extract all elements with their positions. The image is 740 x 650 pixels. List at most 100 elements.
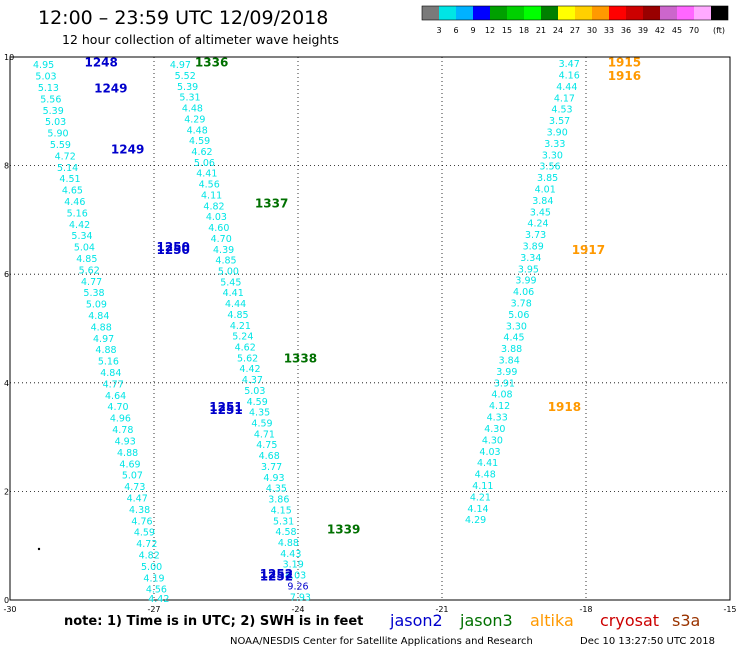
pass-label: 1250 <box>156 243 189 257</box>
data-point-label: 4.59 <box>251 419 272 430</box>
y-axis-ticks: 0 2 4 6 8 10 <box>4 53 14 605</box>
colorbar-label: 3 <box>436 26 441 35</box>
colorbar-label: 27 <box>570 26 580 35</box>
data-point-label: 4.03 <box>479 447 500 458</box>
colorbar-swatch <box>694 6 711 20</box>
data-point-label: 3.30 <box>542 150 563 161</box>
data-point-label: 4.88 <box>95 345 116 356</box>
data-point-label: 4.43 <box>280 549 301 560</box>
data-point-label: 4.70 <box>211 234 232 245</box>
y-tick-label: 6 <box>4 270 9 279</box>
data-point-label: 4.38 <box>129 505 150 516</box>
colorbar-swatch <box>507 6 524 20</box>
stray-dot <box>37 547 41 551</box>
colorbar-swatch <box>524 6 541 20</box>
colorbar-swatch <box>473 6 490 20</box>
data-point-label: 4.84 <box>88 311 109 322</box>
data-point-label: 4.72 <box>55 151 76 162</box>
data-point-label: 3.99 <box>496 367 517 378</box>
data-point-label: 4.62 <box>191 147 212 158</box>
data-point-label: 4.39 <box>213 245 234 256</box>
data-point-label: 4.14 <box>467 504 488 515</box>
y-tick-label: 10 <box>4 53 14 62</box>
colorbar-label: 21 <box>536 26 546 35</box>
pass-label: 1250 <box>156 240 189 254</box>
data-point-label: 4.85 <box>215 256 236 267</box>
data-point-label: 3.84 <box>499 356 520 367</box>
pass-label: 1252 <box>260 570 293 584</box>
data-point-label: 5.56 <box>40 94 61 105</box>
data-point-label: 4.77 <box>81 277 102 288</box>
data-point-label: 4.17 <box>554 93 575 104</box>
colorbar-swatch <box>575 6 592 20</box>
x-tick-label: -27 <box>147 605 160 614</box>
chart-grid <box>10 57 730 600</box>
footer-timestamp: Dec 10 13:27:50 UTC 2018 <box>580 636 715 647</box>
data-point-label: 5.31 <box>179 93 200 104</box>
colorbar-label: 9 <box>470 26 475 35</box>
data-point-label: 5.39 <box>177 82 198 93</box>
pass-labels: 1248124912491250125012511251125212521336… <box>84 55 641 583</box>
pass-label: 1915 <box>608 55 641 69</box>
data-point-label: 4.16 <box>559 70 580 81</box>
data-point-label: 4.19 <box>143 573 164 584</box>
colorbar-label: 39 <box>638 26 648 35</box>
data-point-label: 4.65 <box>62 186 83 197</box>
data-point-label: 4.41 <box>196 169 217 180</box>
data-point-label: 4.15 <box>271 505 292 516</box>
colorbar-label: 70 <box>689 26 699 35</box>
data-point-label: 4.62 <box>235 343 256 354</box>
data-point-label: 4.56 <box>146 585 167 596</box>
y-tick-label: 4 <box>4 379 9 388</box>
data-point-label: 4.70 <box>107 402 128 413</box>
pass-label: 1249 <box>94 81 127 95</box>
colorbar-label: 33 <box>604 26 614 35</box>
data-point-label: 3.33 <box>544 139 565 150</box>
data-point-label: 4.56 <box>199 180 220 191</box>
colorbar-swatch <box>677 6 694 20</box>
x-tick-label: -15 <box>723 605 736 614</box>
data-point-label: 4.93 <box>263 473 284 484</box>
data-point-label: 4.48 <box>475 470 496 481</box>
data-point-label: 3.86 <box>268 495 289 506</box>
data-point-label: 4.48 <box>187 125 208 136</box>
data-point-label: 4.42 <box>239 364 260 375</box>
data-point-label: 4.24 <box>527 219 548 230</box>
y-tick-label: 8 <box>4 162 9 171</box>
pass-label: 1249 <box>111 142 144 156</box>
data-point-label: 5.07 <box>122 471 143 482</box>
data-point-label: 5.62 <box>237 353 258 364</box>
data-point-label: 5.03 <box>244 386 265 397</box>
data-point-label: 5.52 <box>175 71 196 82</box>
data-point-label: 5.14 <box>57 163 78 174</box>
data-point-label: 4.88 <box>117 448 138 459</box>
data-points: 4.955.035.135.565.395.035.905.594.725.14… <box>33 59 580 605</box>
pass-label: 1336 <box>195 55 228 69</box>
legend-altika: altika <box>530 611 574 630</box>
data-point-label: 4.21 <box>470 492 491 503</box>
data-point-label: 4.85 <box>227 310 248 321</box>
data-point-label: 4.44 <box>556 82 577 93</box>
data-point-label: 4.73 <box>124 482 145 493</box>
data-point-label: 3.19 <box>283 560 304 571</box>
colorbar-swatch <box>490 6 507 20</box>
data-point-label: 4.11 <box>201 190 222 201</box>
data-point-label: 4.88 <box>91 322 112 333</box>
data-point-label: 4.35 <box>249 408 270 419</box>
data-point-label: 4.59 <box>189 136 210 147</box>
data-point-label: 3.57 <box>549 116 570 127</box>
data-point-label: 5.45 <box>220 277 241 288</box>
colorbar-unit: (ft) <box>713 26 725 35</box>
data-point-label: 4.93 <box>115 436 136 447</box>
x-tick-label: -21 <box>435 605 448 614</box>
data-point-label: 5.34 <box>71 231 92 242</box>
data-point-label: 3.90 <box>547 127 568 138</box>
data-point-label: 3.95 <box>518 264 539 275</box>
chart-title: 12:00 – 23:59 UTC 12/09/2018 <box>38 7 328 29</box>
data-point-label: 4.41 <box>223 288 244 299</box>
data-point-label: 4.48 <box>182 104 203 115</box>
data-point-label: 7.93 <box>290 592 311 603</box>
data-point-label: 4.77 <box>103 379 124 390</box>
data-point-label: 5.31 <box>273 516 294 527</box>
